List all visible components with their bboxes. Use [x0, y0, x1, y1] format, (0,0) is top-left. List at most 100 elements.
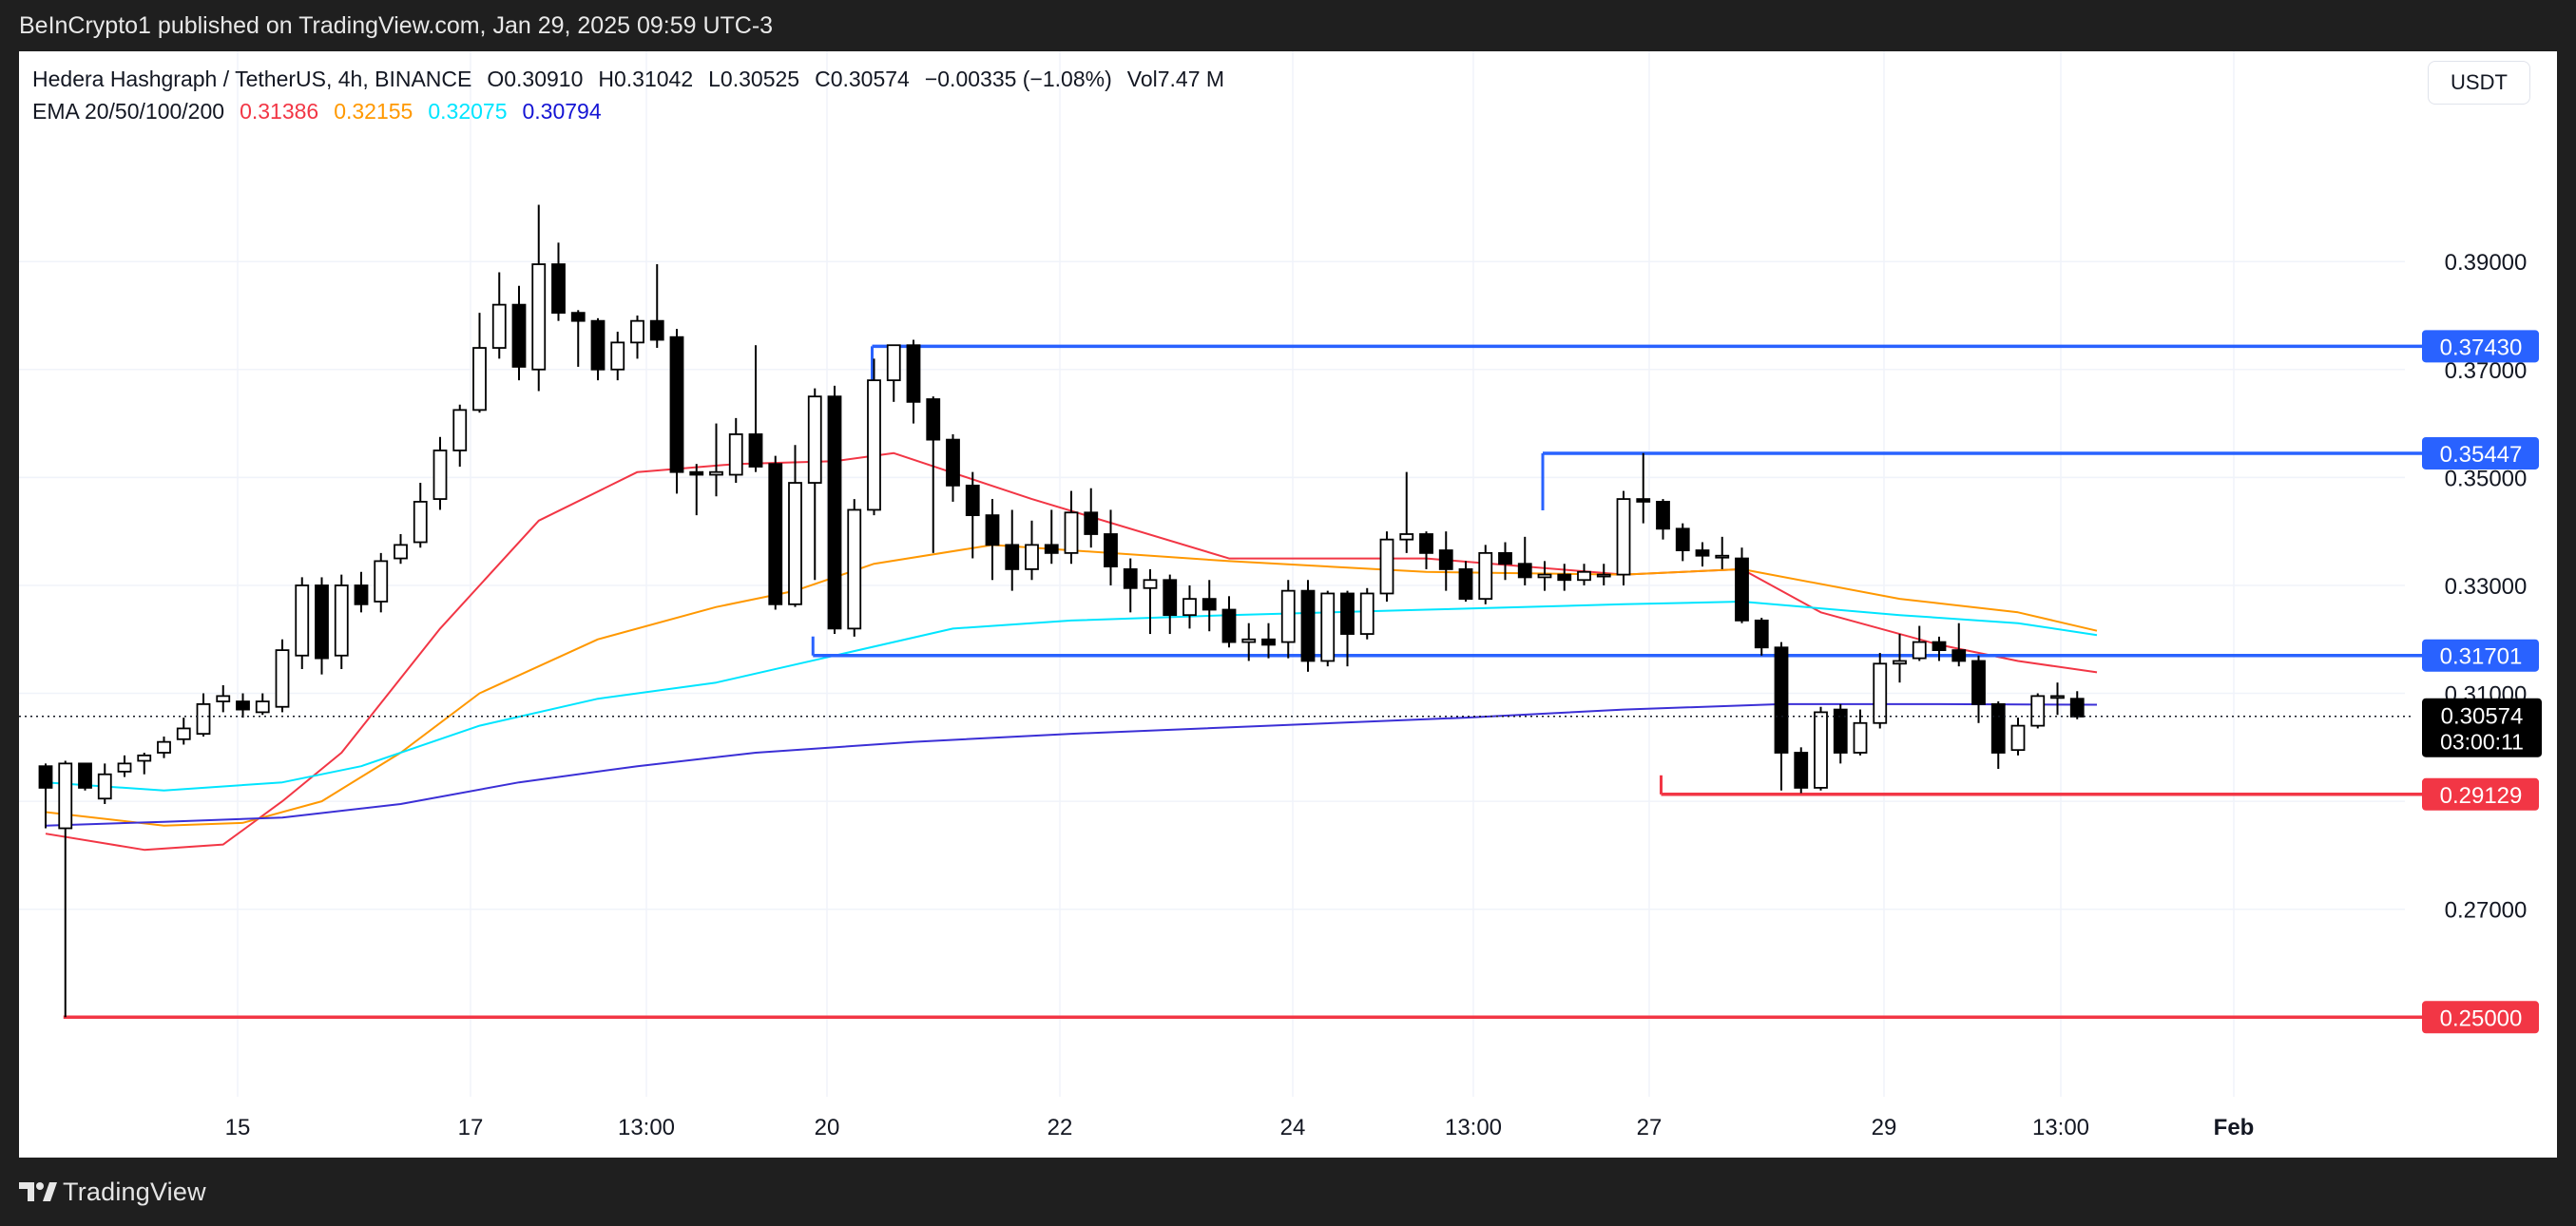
candle[interactable] [1754, 618, 1769, 656]
candle[interactable] [906, 339, 921, 424]
candle[interactable] [1005, 509, 1020, 591]
candle[interactable] [176, 718, 191, 745]
candle[interactable] [433, 436, 448, 510]
candle[interactable] [275, 639, 290, 713]
candles[interactable] [38, 204, 2085, 1018]
candle[interactable] [1774, 642, 1789, 791]
candle[interactable] [1715, 536, 1730, 569]
candle[interactable] [216, 685, 231, 713]
candle[interactable] [1221, 596, 1237, 648]
candle[interactable] [827, 385, 842, 635]
candle[interactable] [669, 329, 684, 494]
candle[interactable] [1853, 709, 1868, 756]
level-price-tag[interactable]: 0.29129 [2422, 777, 2539, 811]
candle[interactable] [1893, 634, 1907, 683]
chart-panel[interactable]: 0.39000 0.37000 0.35000 0.33000 0.31000 0.270… [19, 51, 2557, 1158]
candle[interactable] [452, 404, 468, 468]
candle[interactable] [1951, 623, 1967, 667]
candle[interactable] [886, 344, 901, 402]
candle[interactable] [1143, 568, 1158, 635]
candle[interactable] [1025, 520, 1039, 581]
candle[interactable] [1833, 703, 1848, 764]
candle[interactable] [728, 417, 743, 484]
candle[interactable] [867, 358, 881, 516]
candle[interactable] [137, 753, 152, 775]
candle[interactable] [531, 204, 547, 392]
candle[interactable] [1084, 488, 1099, 548]
candle[interactable] [1379, 531, 1394, 602]
candle[interactable] [1340, 590, 1355, 667]
candle[interactable] [1577, 564, 1591, 585]
candle[interactable] [511, 285, 527, 381]
candle[interactable] [1971, 655, 1986, 723]
candle[interactable] [1123, 558, 1138, 613]
candle[interactable] [1280, 580, 1296, 659]
candle[interactable] [768, 455, 783, 610]
candle[interactable] [2030, 693, 2046, 729]
candle[interactable] [551, 242, 566, 321]
price-axis[interactable]: 0.390000.370000.350000.330000.310000.270… [2422, 250, 2542, 1034]
level-price-tag[interactable]: 0.37430 [2422, 330, 2539, 363]
time-axis[interactable]: 15 17 13:00 20 22 24 13:00 27 29 13:00 Feb [225, 1115, 2255, 1140]
candle[interactable] [1438, 531, 1453, 591]
symbol-title[interactable]: Hedera Hashgraph / TetherUS, 4h, BINANCE [32, 67, 472, 91]
candle[interactable] [1241, 623, 1257, 661]
candle[interactable] [1498, 542, 1512, 581]
candle[interactable] [157, 736, 171, 758]
candle[interactable] [570, 310, 586, 367]
candle[interactable] [295, 577, 310, 669]
candle[interactable] [1359, 587, 1375, 640]
candle[interactable] [1932, 636, 1947, 661]
candle[interactable] [1517, 536, 1532, 585]
candle[interactable] [946, 433, 960, 502]
candle[interactable] [788, 445, 802, 607]
candlestick-chart[interactable]: 0.390000.370000.350000.330000.310000.270… [19, 51, 2557, 1158]
candle[interactable] [394, 533, 408, 565]
candle[interactable] [748, 345, 763, 472]
candle[interactable] [1794, 747, 1809, 794]
candle[interactable] [1300, 580, 1316, 672]
candle[interactable] [1458, 561, 1473, 602]
candle[interactable] [649, 264, 664, 349]
candle[interactable] [2050, 682, 2065, 716]
candle[interactable] [1478, 545, 1493, 604]
level-price-tag[interactable]: 0.35447 [2422, 436, 2539, 469]
candle[interactable] [38, 763, 53, 829]
level-price-tag[interactable]: 0.31701 [2422, 639, 2539, 672]
candle[interactable] [1695, 542, 1710, 567]
candle[interactable] [491, 272, 507, 359]
candle[interactable] [1912, 625, 1927, 661]
candle[interactable] [1182, 584, 1197, 629]
candle[interactable] [590, 317, 606, 381]
candle[interactable] [610, 332, 625, 381]
candle[interactable] [985, 499, 1000, 581]
candle[interactable] [236, 693, 250, 718]
candle[interactable] [1261, 623, 1276, 659]
candle[interactable] [807, 388, 822, 581]
candle[interactable] [630, 315, 644, 359]
ema-label[interactable]: EMA 20/50/100/200 [32, 99, 225, 124]
candle[interactable] [413, 483, 428, 548]
candle[interactable] [1990, 701, 2006, 770]
candle[interactable] [1163, 574, 1178, 635]
candle[interactable] [1320, 590, 1336, 667]
candle[interactable] [1636, 452, 1651, 524]
candle[interactable] [1656, 499, 1670, 540]
candle[interactable] [1814, 706, 1828, 791]
candle[interactable] [255, 693, 270, 716]
candle[interactable] [1596, 564, 1611, 585]
candle[interactable] [926, 396, 941, 553]
level-price-tag[interactable]: 0.25000 [2422, 1001, 2539, 1034]
currency-button[interactable]: USDT [2428, 61, 2530, 105]
candle[interactable] [1557, 564, 1572, 591]
candle[interactable] [354, 571, 369, 613]
candle[interactable] [1064, 490, 1079, 565]
candle[interactable] [2069, 691, 2085, 719]
candle[interactable] [1044, 509, 1059, 565]
candle[interactable] [472, 313, 487, 413]
candle[interactable] [1399, 471, 1414, 553]
candle[interactable] [334, 574, 349, 669]
candle[interactable] [1201, 580, 1217, 632]
candle[interactable] [847, 499, 862, 637]
